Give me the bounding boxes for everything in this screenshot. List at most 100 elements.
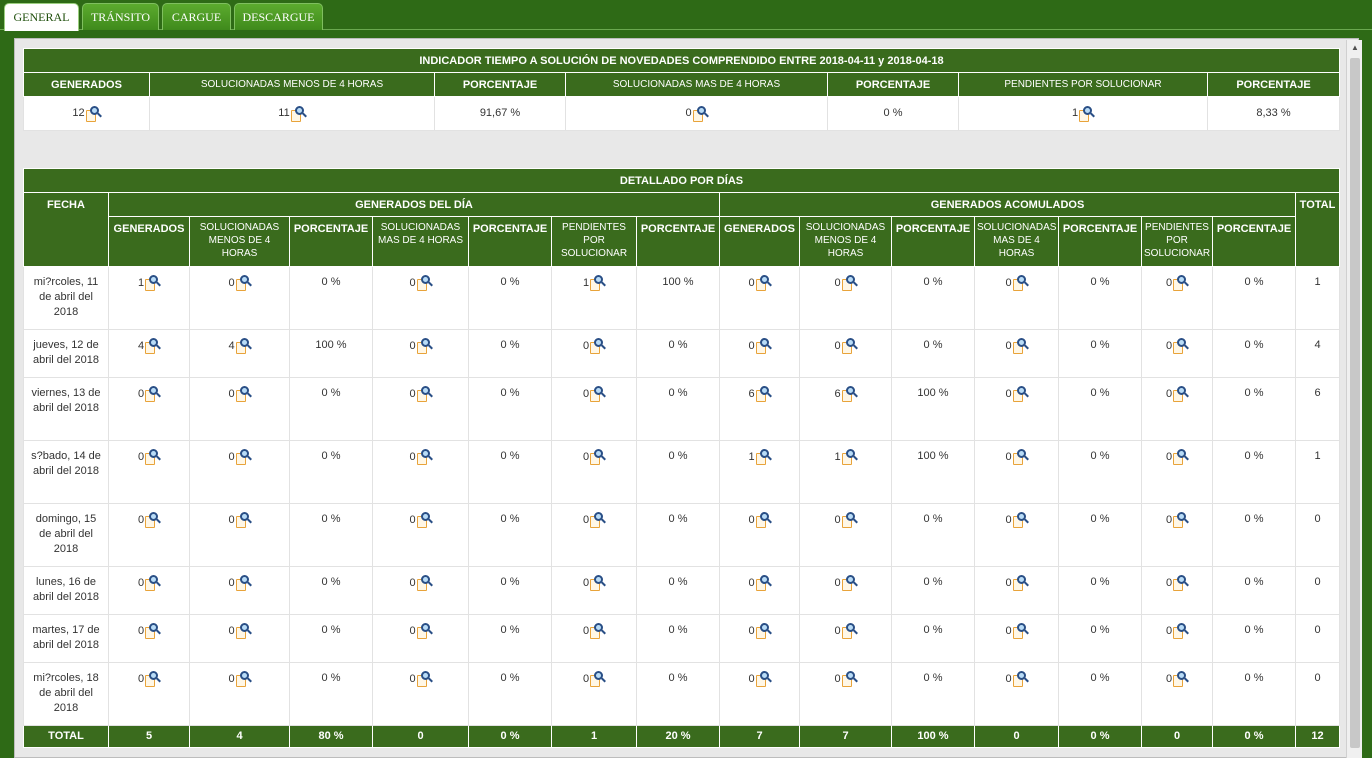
- view-detail-icon[interactable]: [1012, 575, 1029, 591]
- view-detail-icon[interactable]: [416, 449, 433, 465]
- view-detail-icon[interactable]: [841, 449, 858, 465]
- detail-title: DETALLADO POR DÍAS: [23, 168, 1340, 193]
- view-detail-icon[interactable]: [755, 575, 772, 591]
- acc-cell-porcentaje-value: 0 %: [923, 672, 943, 684]
- view-detail-icon[interactable]: [416, 275, 433, 291]
- view-detail-icon[interactable]: [144, 275, 162, 291]
- view-detail-icon[interactable]: [1172, 386, 1190, 402]
- view-detail-icon[interactable]: [416, 671, 433, 687]
- acc-cell-porcentaje-value: 0 %: [1244, 672, 1264, 684]
- view-detail-icon[interactable]: [1172, 671, 1190, 687]
- day-cell-sol-mas-value: 0: [409, 672, 416, 685]
- view-detail-icon[interactable]: [235, 671, 252, 687]
- view-detail-icon[interactable]: [144, 671, 162, 687]
- view-detail-icon[interactable]: [235, 338, 252, 354]
- view-detail-icon[interactable]: [235, 512, 252, 528]
- acc-cell-porcentaje: 0 %: [891, 662, 975, 726]
- day-cell-pendientes-value: 0: [582, 672, 590, 685]
- view-detail-icon[interactable]: [1172, 275, 1190, 291]
- view-detail-icon[interactable]: [755, 623, 772, 639]
- view-detail-icon[interactable]: [1078, 105, 1096, 122]
- day-cell-generados: 0: [108, 566, 190, 615]
- view-detail-icon[interactable]: [841, 275, 858, 291]
- view-detail-icon[interactable]: [755, 275, 772, 291]
- view-detail-icon[interactable]: [290, 105, 307, 122]
- view-detail-icon[interactable]: [144, 623, 162, 639]
- view-detail-icon[interactable]: [416, 512, 433, 528]
- view-detail-icon[interactable]: [235, 386, 252, 402]
- acc-cell-pendientes: 0: [1141, 614, 1213, 663]
- view-detail-icon[interactable]: [755, 338, 772, 354]
- view-detail-icon[interactable]: [841, 623, 858, 639]
- tab-transito[interactable]: TRÁNSITO: [82, 3, 159, 30]
- view-detail-icon[interactable]: [144, 338, 162, 354]
- view-detail-icon[interactable]: [755, 386, 772, 402]
- view-detail-icon[interactable]: [144, 386, 162, 402]
- view-detail-icon[interactable]: [589, 575, 607, 591]
- vertical-scrollbar[interactable]: ▲: [1346, 40, 1362, 758]
- summary-cell-porcentaje-value: 91,67 %: [479, 106, 521, 119]
- view-detail-icon[interactable]: [755, 671, 772, 687]
- view-detail-icon[interactable]: [1012, 449, 1029, 465]
- acc-cell-porcentaje-value: 0 %: [923, 339, 943, 351]
- view-detail-icon[interactable]: [416, 575, 433, 591]
- tab-cargue[interactable]: CARGUE: [162, 3, 231, 30]
- view-detail-icon[interactable]: [144, 512, 162, 528]
- view-detail-icon[interactable]: [235, 575, 252, 591]
- scrollbar-thumb[interactable]: [1350, 58, 1360, 748]
- scroll-up-icon[interactable]: ▲: [1351, 43, 1359, 52]
- view-detail-icon[interactable]: [1012, 671, 1029, 687]
- day-cell-sol-mas-value: 0: [409, 450, 416, 463]
- view-detail-icon[interactable]: [589, 623, 607, 639]
- view-detail-icon[interactable]: [1012, 338, 1029, 354]
- view-detail-icon[interactable]: [755, 512, 772, 528]
- view-detail-icon[interactable]: [755, 449, 772, 465]
- tab-descargue[interactable]: DESCARGUE: [234, 3, 323, 30]
- day-cell-porcentaje: 100 %: [289, 329, 373, 378]
- view-detail-icon[interactable]: [416, 623, 433, 639]
- view-detail-icon[interactable]: [1012, 386, 1029, 402]
- view-detail-icon[interactable]: [1012, 623, 1029, 639]
- view-detail-icon[interactable]: [589, 449, 607, 465]
- view-detail-icon[interactable]: [144, 575, 162, 591]
- acc-cell-porcentaje: 0 %: [1058, 440, 1142, 504]
- view-detail-icon[interactable]: [1172, 575, 1190, 591]
- view-detail-icon[interactable]: [235, 623, 252, 639]
- view-detail-icon[interactable]: [692, 105, 709, 122]
- view-detail-icon[interactable]: [841, 512, 858, 528]
- view-detail-icon[interactable]: [589, 338, 607, 354]
- day-cell-sol-menos-value: 0: [228, 672, 235, 685]
- day-cell-generados-value: 0: [137, 450, 145, 463]
- view-detail-icon[interactable]: [841, 575, 858, 591]
- day-cell-porcentaje: 0 %: [636, 662, 720, 726]
- view-detail-icon[interactable]: [416, 338, 433, 354]
- day-cell-generados: 0: [108, 377, 190, 441]
- view-detail-icon[interactable]: [85, 105, 102, 122]
- day-cell-pendientes-value: 0: [582, 576, 590, 589]
- view-detail-icon[interactable]: [841, 338, 858, 354]
- view-detail-icon[interactable]: [1172, 623, 1190, 639]
- view-detail-icon[interactable]: [1012, 275, 1029, 291]
- view-detail-icon[interactable]: [144, 449, 162, 465]
- detail-subheader-day-porcentaje: PORCENTAJE: [468, 216, 552, 267]
- view-detail-icon[interactable]: [1172, 512, 1190, 528]
- view-detail-icon[interactable]: [589, 671, 607, 687]
- day-cell-porcentaje: 0 %: [636, 440, 720, 504]
- day-cell-sol-menos: 0: [189, 614, 290, 663]
- view-detail-icon[interactable]: [1012, 512, 1029, 528]
- view-detail-icon[interactable]: [841, 671, 858, 687]
- tab-general[interactable]: GENERAL: [4, 3, 79, 31]
- view-detail-icon[interactable]: [235, 275, 252, 291]
- view-detail-icon[interactable]: [589, 275, 607, 291]
- day-cell-generados-value: 0: [137, 672, 145, 685]
- view-detail-icon[interactable]: [841, 386, 858, 402]
- view-detail-icon[interactable]: [589, 512, 607, 528]
- view-detail-icon[interactable]: [1172, 449, 1190, 465]
- row-total: 1: [1295, 440, 1340, 504]
- view-detail-icon[interactable]: [235, 449, 252, 465]
- acc-cell-porcentaje: 0 %: [1212, 440, 1296, 504]
- day-cell-sol-menos-value: 0: [228, 624, 235, 637]
- view-detail-icon[interactable]: [416, 386, 433, 402]
- view-detail-icon[interactable]: [589, 386, 607, 402]
- view-detail-icon[interactable]: [1172, 338, 1190, 354]
